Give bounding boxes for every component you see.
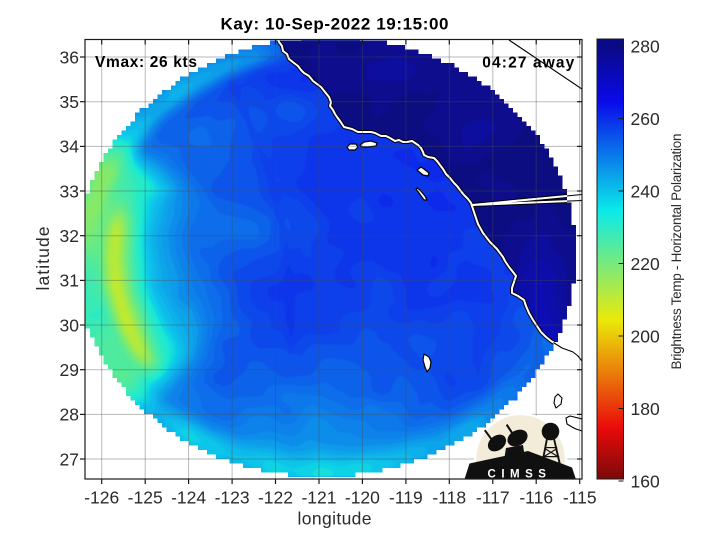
svg-text:36: 36 [60, 47, 79, 67]
svg-text:Vmax: 26 kts: Vmax: 26 kts [95, 54, 197, 71]
svg-text:-121: -121 [301, 488, 336, 508]
svg-text:34: 34 [60, 137, 80, 157]
svg-text:-120: -120 [345, 488, 380, 508]
svg-text:-117: -117 [476, 488, 510, 508]
svg-text:160: 160 [631, 471, 660, 491]
svg-text:200: 200 [631, 326, 660, 346]
svg-text:-118: -118 [432, 488, 466, 508]
svg-text:latitude: latitude [33, 227, 53, 291]
svg-text:33: 33 [60, 181, 79, 201]
svg-text:longitude: longitude [298, 509, 372, 529]
svg-text:180: 180 [631, 399, 660, 419]
svg-text:-126: -126 [84, 488, 119, 508]
svg-text:260: 260 [631, 109, 660, 129]
svg-text:-125: -125 [128, 488, 163, 508]
svg-text:240: 240 [631, 181, 660, 201]
svg-text:-122: -122 [258, 488, 293, 508]
svg-text:30: 30 [60, 315, 80, 335]
svg-text:27: 27 [60, 449, 79, 469]
svg-text:Kay: 10-Sep-2022 19:15:00: Kay: 10-Sep-2022 19:15:00 [221, 15, 449, 34]
svg-text:Brightness Temp - Horizontal P: Brightness Temp - Horizontal Polarizatio… [669, 134, 684, 370]
svg-text:31: 31 [60, 271, 79, 291]
svg-text:220: 220 [631, 254, 660, 274]
svg-text:29: 29 [60, 360, 79, 380]
svg-text:-119: -119 [389, 488, 423, 508]
svg-text:-123: -123 [215, 488, 250, 508]
svg-text:-116: -116 [519, 488, 553, 508]
svg-text:32: 32 [60, 226, 79, 246]
svg-text:-115: -115 [563, 488, 597, 508]
svg-text:04:27 away: 04:27 away [482, 55, 574, 72]
svg-text:-124: -124 [171, 488, 206, 508]
svg-text:280: 280 [631, 36, 660, 56]
svg-text:28: 28 [60, 405, 79, 425]
svg-text:35: 35 [60, 92, 79, 112]
svg-text:CIMSS: CIMSS [488, 469, 552, 481]
